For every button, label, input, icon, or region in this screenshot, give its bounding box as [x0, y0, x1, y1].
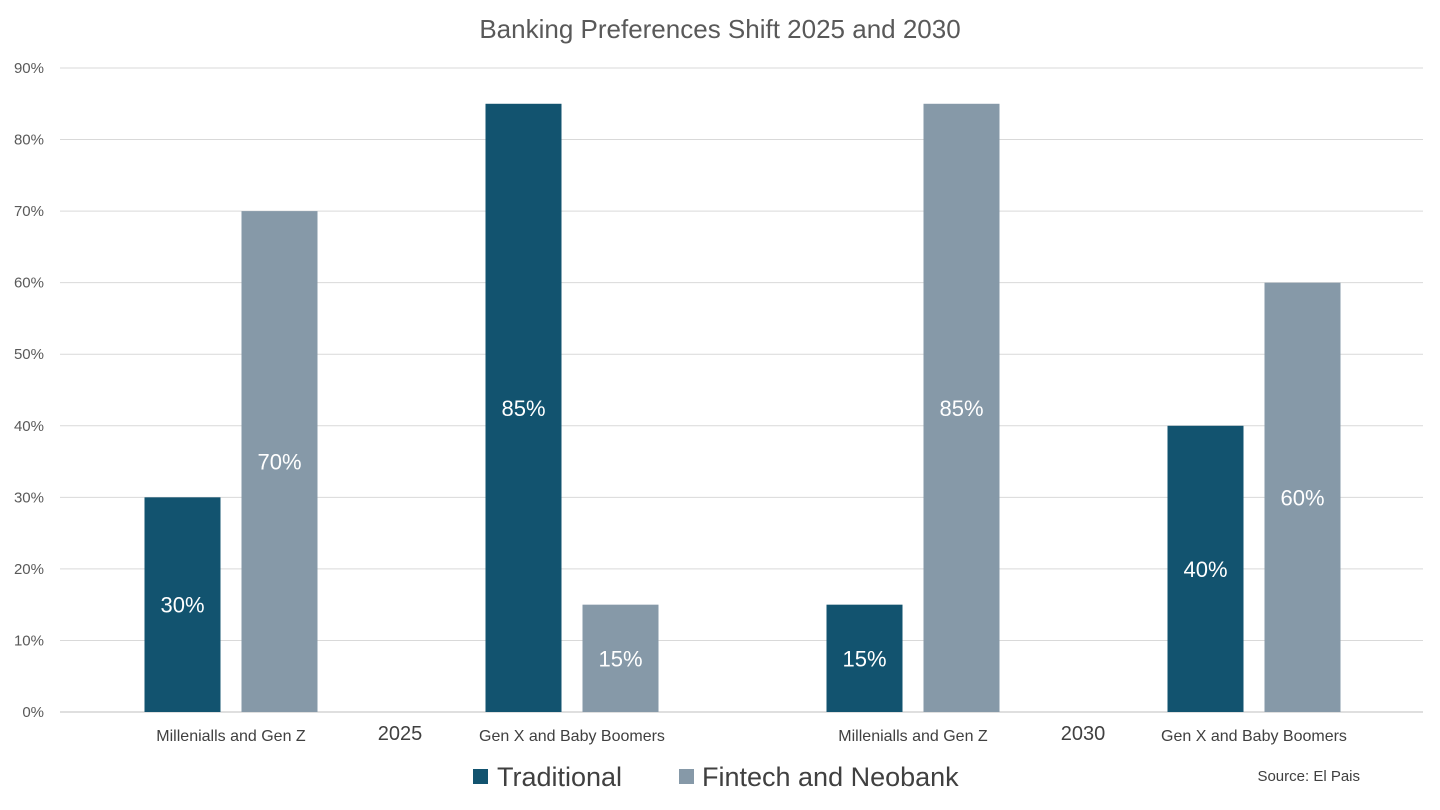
- data-label: 15%: [842, 646, 886, 671]
- x-category-label: Gen X and Baby Boomers: [1161, 728, 1347, 745]
- y-tick-label: 20%: [14, 561, 44, 578]
- data-label: 85%: [939, 396, 983, 421]
- x-axis-groups: 2025 2030: [378, 723, 1106, 745]
- x-category-label: Millenialls and Gen Z: [156, 728, 306, 745]
- y-tick-label: 40%: [14, 418, 44, 435]
- data-labels: 30% 85% 15% 40% 70% 15% 85% 60%: [160, 396, 1324, 671]
- y-tick-label: 30%: [14, 489, 44, 506]
- bar: [144, 497, 221, 712]
- y-axis: 0% 10% 20% 30% 40% 50% 60% 70% 80% 90%: [14, 60, 44, 721]
- y-tick-label: 80%: [14, 132, 44, 149]
- x-axis-categories: Millenialls and Gen Z Gen X and Baby Boom…: [156, 728, 1347, 745]
- data-label: 70%: [257, 450, 301, 475]
- bar: [1264, 282, 1341, 712]
- data-label: 85%: [501, 396, 545, 421]
- y-tick-label: 90%: [14, 60, 44, 77]
- bars: [144, 103, 1341, 713]
- legend-swatch: [679, 769, 694, 784]
- chart-title: Banking Preferences Shift 2025 and 2030: [479, 14, 960, 44]
- data-label: 30%: [160, 593, 204, 618]
- bar: [826, 604, 903, 712]
- y-tick-label: 0%: [22, 704, 44, 721]
- bar: [582, 604, 659, 712]
- bar: [1167, 425, 1244, 712]
- x-group-label: 2030: [1061, 723, 1106, 745]
- legend-swatch: [473, 769, 488, 784]
- y-tick-label: 60%: [14, 275, 44, 292]
- source-note: Source: El Pais: [1257, 768, 1360, 785]
- bar: [485, 103, 562, 713]
- legend: Traditional Fintech and Neobank: [473, 762, 959, 792]
- data-label: 15%: [598, 646, 642, 671]
- y-tick-label: 70%: [14, 203, 44, 220]
- x-category-label: Gen X and Baby Boomers: [479, 728, 665, 745]
- x-group-label: 2025: [378, 723, 423, 745]
- data-label: 40%: [1183, 557, 1227, 582]
- x-category-label: Millenialls and Gen Z: [838, 728, 988, 745]
- data-label: 60%: [1280, 485, 1324, 510]
- bar: [241, 211, 318, 712]
- bar: [923, 103, 1000, 713]
- y-tick-label: 50%: [14, 346, 44, 363]
- legend-label: Fintech and Neobank: [702, 762, 959, 792]
- legend-label: Traditional: [497, 762, 622, 792]
- y-tick-label: 10%: [14, 632, 44, 649]
